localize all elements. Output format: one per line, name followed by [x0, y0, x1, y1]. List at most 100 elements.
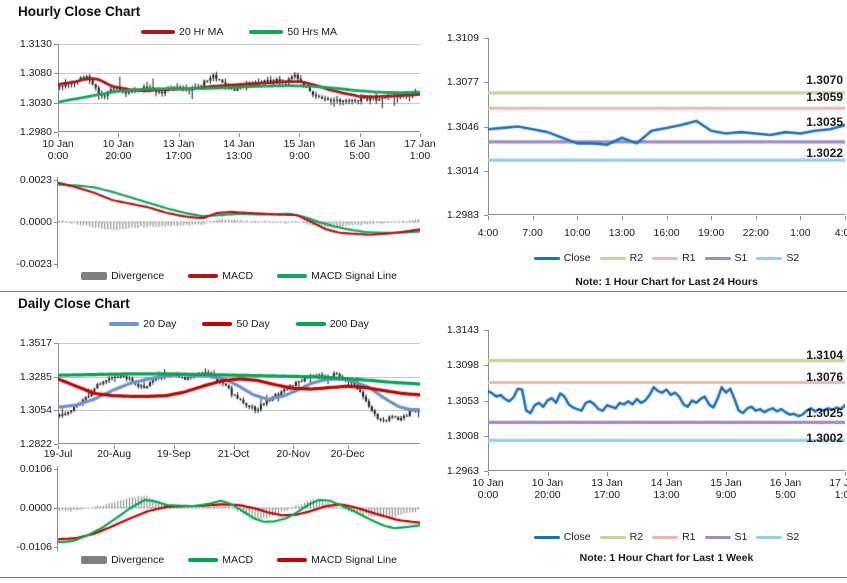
x-tick-label: 4:00	[834, 227, 847, 239]
hourly-section-title: Hourly Close Chart	[18, 4, 141, 19]
x-tick-mark	[233, 445, 235, 449]
x-tick-mark	[726, 472, 727, 476]
legend-line-swatch	[756, 535, 783, 539]
hourly_macd-legend: Divergence MACD MACD Signal Line	[58, 270, 420, 282]
y-tick-mark	[484, 82, 488, 84]
y-tick-label: 1.3285	[19, 370, 52, 383]
legend-label: Divergence	[111, 554, 165, 566]
x-tick-mark	[488, 472, 489, 476]
y-tick-mark	[54, 444, 58, 445]
level-label-s2: 1.3002	[806, 431, 843, 445]
y-tick-mark	[54, 410, 58, 412]
x-tick-mark	[621, 216, 623, 220]
legend-label: 50 Day	[236, 318, 270, 330]
y-tick-label: 1.3143	[446, 324, 479, 336]
legend-label: 200 Day	[329, 318, 369, 330]
x-tick-label: 20-Aug	[97, 448, 132, 460]
y-tick-label: 0.0023	[19, 174, 52, 186]
y-tick-label: 1.3077	[446, 76, 479, 89]
x-tick-mark	[488, 216, 489, 220]
y-tick-mark	[54, 102, 58, 104]
x-tick-mark	[173, 445, 175, 449]
legend-label: MACD Signal Line	[311, 270, 397, 282]
level-label-s1: 1.3025	[806, 406, 843, 420]
legend-line-swatch	[599, 535, 626, 539]
legend-label: Divergence	[111, 270, 165, 282]
legend-item-macd-signal-line: MACD Signal Line	[277, 270, 397, 282]
x-tick-mark	[785, 472, 787, 476]
x-tick-mark	[577, 216, 579, 220]
macd-y-axis	[57, 177, 58, 268]
x-tick-mark	[58, 445, 59, 449]
legend-line-swatch	[295, 322, 326, 326]
hourly_price-legend: 20 Hr MA 50 Hrs MA	[58, 26, 420, 38]
y-tick-label: 1.2822	[19, 438, 52, 450]
y-tick-mark	[484, 38, 488, 39]
x-tick-mark	[178, 133, 180, 137]
legend-item-macd: MACD	[188, 270, 253, 282]
x-tick-label: 13:00	[608, 227, 636, 239]
legend-label: R2	[629, 531, 644, 543]
legend-line-swatch	[533, 535, 560, 539]
legend-item-s1: S1	[704, 252, 747, 264]
legend-label: S1	[734, 531, 748, 543]
legend-item-r2: R2	[599, 252, 644, 264]
x-tick-mark	[293, 445, 295, 449]
legend-label: R2	[629, 252, 644, 264]
y-tick-label: 1.3030	[19, 96, 52, 109]
y-tick-mark	[54, 376, 58, 378]
x-tick-mark	[58, 133, 59, 137]
y-tick-label: 0.0106	[19, 463, 52, 475]
x-tick-mark	[118, 133, 120, 137]
macd-y-axis	[57, 466, 58, 551]
legend-line-swatch	[277, 274, 308, 278]
legend-line-swatch	[249, 30, 284, 34]
legend-item-s1: S1	[704, 531, 748, 543]
legend-label: MACD Signal Line	[311, 554, 397, 566]
legend-label: 20 Hr MA	[179, 26, 224, 38]
x-tick-mark	[359, 133, 361, 137]
daily_sr-legend: Close R2 R1 S1 S2	[488, 531, 845, 543]
legend-line-swatch	[202, 322, 233, 326]
legend-line-swatch	[188, 558, 219, 562]
x-tick-label: 13 Jan 17:00	[591, 477, 623, 501]
y-tick-mark	[54, 508, 58, 509]
legend-label: S2	[786, 531, 800, 543]
legend-box-swatch	[81, 556, 108, 564]
legend-line-swatch	[599, 256, 626, 260]
y-tick-label: 1.3014	[446, 164, 479, 177]
y-tick-mark	[54, 222, 58, 223]
legend-line-swatch	[704, 535, 731, 539]
x-tick-label: 19:00	[697, 227, 725, 239]
y-tick-mark	[484, 471, 488, 472]
x-tick-mark	[606, 472, 608, 476]
legend-line-swatch	[652, 535, 679, 539]
level-label-r2: 1.3104	[806, 348, 843, 362]
legend-label: MACD	[222, 554, 254, 566]
legend-item-r2: R2	[599, 531, 644, 543]
legend-item-divergence: Divergence	[81, 554, 164, 566]
legend-item-s2: S2	[756, 531, 799, 543]
x-tick-label: 10:00	[564, 227, 591, 239]
level-label-r1: 1.3059	[806, 90, 843, 104]
legend-label: MACD	[222, 270, 254, 282]
y-tick-label: 1.3054	[19, 404, 52, 417]
x-tick-label: 10 Jan 0:00	[42, 138, 74, 162]
y-tick-label: 1.3130	[19, 38, 52, 50]
legend-item-20-day: 20 Day	[109, 318, 176, 330]
x-tick-label: 16:00	[653, 227, 680, 239]
x-tick-mark	[845, 216, 846, 220]
hourly_macd-canvas	[58, 180, 420, 264]
legend-label: Close	[563, 252, 591, 264]
x-tick-mark	[347, 445, 349, 449]
y-tick-mark	[54, 264, 58, 265]
hourly_price-canvas	[58, 44, 420, 132]
legend-label: R1	[682, 252, 696, 264]
legend-line-swatch	[756, 256, 783, 260]
x-tick-label: 13 Jan 17:00	[162, 138, 195, 162]
legend-item-20-hr-ma: 20 Hr MA	[141, 26, 223, 38]
y-tick-mark	[54, 343, 58, 344]
legend-line-swatch	[109, 322, 140, 326]
hourly-chart-note: Note: 1 Hour Chart for Last 24 Hours	[575, 276, 758, 288]
legend-box-swatch	[81, 272, 108, 280]
